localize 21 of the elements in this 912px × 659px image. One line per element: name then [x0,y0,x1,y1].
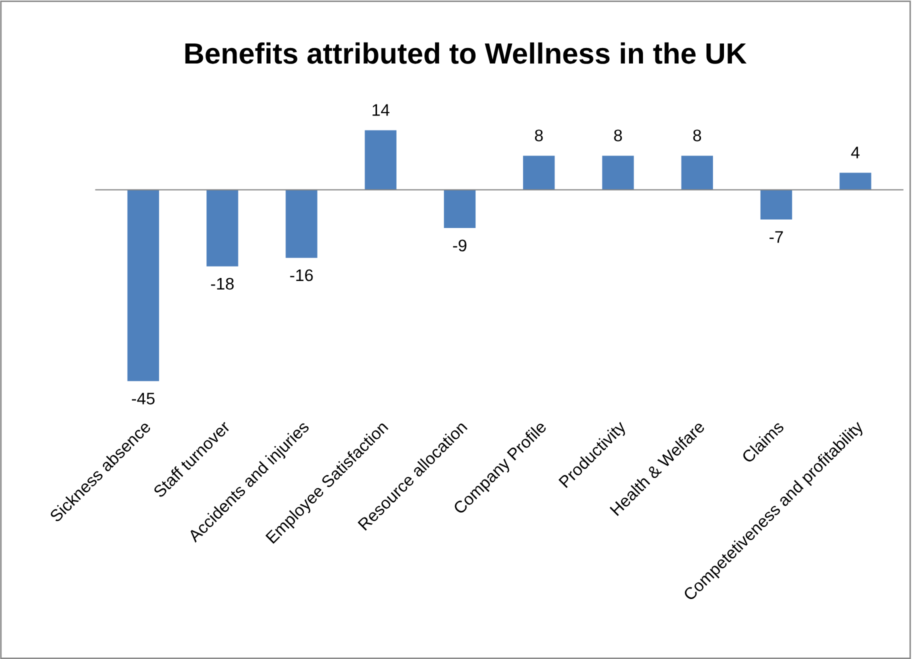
bar [760,190,792,220]
data-label: 8 [614,130,622,142]
data-label: -9 [453,240,466,252]
data-label: -45 [132,392,155,404]
bar [444,190,476,228]
data-label: -18 [211,278,234,290]
bar [602,156,634,190]
data-label: 8 [534,130,543,142]
chart-title: Benefits attributed to Wellness in the UK [185,42,747,64]
data-label: -7 [770,231,783,243]
bar [523,156,555,190]
bar [127,190,160,382]
data-label: 14 [372,104,390,116]
data-label: 4 [851,146,860,158]
data-label: 8 [693,130,702,142]
bar [206,190,238,266]
data-label: -16 [290,269,313,282]
bar [840,172,872,190]
bar [286,190,318,258]
bar [681,156,713,190]
bar [364,130,396,190]
